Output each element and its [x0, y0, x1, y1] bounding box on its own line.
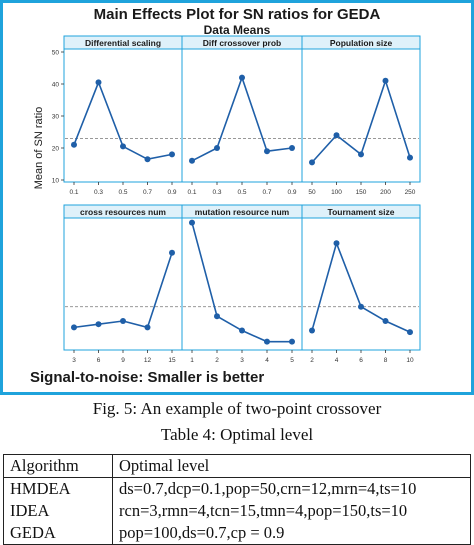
- cell-optimal-level: rcn=3,rmn=4,tcn=15,tmn=4,pop=150,ts=10: [112, 500, 471, 522]
- figure-caption: Fig. 5: An example of two-point crossove…: [92, 399, 382, 418]
- data-point: [333, 240, 340, 247]
- panel-title: Differential scaling: [85, 38, 161, 48]
- optimal-level-table: Algorithm Optimal level HMDEA ds=0.7,dcp…: [3, 454, 471, 545]
- data-point: [120, 143, 126, 150]
- x-tick-label: 250: [405, 189, 416, 196]
- data-point: [358, 303, 364, 310]
- panels-group: Differential scaling 0.1 0.3 0.5 0.7 0.9 Diff …: [52, 35, 421, 364]
- panel-title: mutation resource num: [195, 207, 290, 217]
- data-point: [214, 145, 220, 151]
- cell-algorithm: IDEA: [3, 500, 113, 522]
- footnote: Signal-to-noise: Smaller is better: [30, 369, 264, 386]
- cell-optimal-level: pop=100,ds=0.7,cp = 0.9: [112, 522, 471, 545]
- cell-algorithm: GEDA: [3, 522, 113, 545]
- main-effects-figure: Main Effects Plot for SN ratios for GEDA…: [0, 0, 474, 395]
- data-point: [382, 77, 389, 84]
- x-tick-label: 5: [290, 357, 294, 364]
- panel-frame: [301, 204, 421, 351]
- x-tick-label: 4: [265, 357, 269, 364]
- cell-optimal-level: ds=0.7,dcp=0.1,pop=50,crn=12,mrn=4,ts=10: [112, 477, 471, 500]
- data-point: [358, 151, 364, 158]
- x-tick-label: 3: [72, 357, 76, 364]
- x-tick-label: 2: [310, 357, 314, 364]
- x-tick-label: 0.5: [118, 189, 127, 196]
- x-tick-label: 0.7: [143, 189, 152, 196]
- table-caption: Table 4: Optimal level: [160, 425, 314, 444]
- data-point: [214, 313, 220, 320]
- x-tick-label: 9: [121, 357, 125, 364]
- x-tick-label: 10: [406, 357, 414, 364]
- header-optimal-level: Optimal level: [112, 454, 471, 478]
- panel-frame: [301, 35, 421, 183]
- x-tick-label: 0.1: [187, 189, 196, 196]
- data-point: [289, 338, 295, 345]
- x-tick-label: 6: [97, 357, 101, 364]
- data-point: [169, 151, 175, 158]
- table-row: HMDEA ds=0.7,dcp=0.1,pop=50,crn=12,mrn=4…: [3, 477, 471, 500]
- table-header-row: Algorithm Optimal level: [3, 454, 471, 478]
- y-tick-label: 20: [52, 146, 60, 153]
- panel-title: Population size: [330, 38, 393, 48]
- data-point: [144, 324, 151, 331]
- data-point: [239, 74, 245, 81]
- data-point: [189, 157, 195, 164]
- x-tick-label: 50: [308, 189, 316, 196]
- data-point: [169, 249, 175, 256]
- panel-title: Diff crossover prob: [203, 38, 281, 48]
- table-row: IDEA rcn=3,rmn=4,tcn=15,tmn=4,pop=150,ts…: [3, 500, 471, 522]
- data-point: [309, 327, 315, 334]
- panel-frame: [181, 204, 303, 351]
- chart-title: Main Effects Plot for SN ratios for GEDA: [94, 6, 381, 23]
- data-point: [71, 324, 77, 331]
- data-point: [189, 219, 195, 226]
- chart-subtitle: Data Means: [204, 23, 271, 37]
- data-point: [239, 327, 245, 334]
- x-tick-label: 15: [168, 357, 176, 364]
- y-tick-label: 50: [52, 50, 60, 57]
- panel-frame: [63, 35, 183, 183]
- data-point: [289, 145, 295, 151]
- data-point: [95, 321, 102, 328]
- x-tick-label: 100: [331, 189, 342, 196]
- data-point: [309, 159, 315, 166]
- y-axis-label: Mean of SN ratio: [33, 107, 45, 190]
- data-point: [407, 154, 413, 161]
- panel-header: [301, 204, 421, 219]
- x-tick-label: 6: [359, 357, 363, 364]
- x-tick-label: 12: [144, 357, 152, 364]
- y-tick-label: 30: [52, 114, 60, 121]
- x-tick-label: 4: [335, 357, 339, 364]
- x-tick-label: 0.9: [287, 189, 296, 196]
- cell-algorithm: HMDEA: [3, 477, 113, 500]
- y-tick-label: 40: [52, 82, 60, 89]
- data-point: [264, 148, 270, 155]
- panel-title: cross resources num: [80, 207, 166, 217]
- x-tick-label: 2: [215, 357, 219, 364]
- x-tick-label: 1: [190, 357, 194, 364]
- x-tick-label: 3: [240, 357, 244, 364]
- x-tick-label: 0.7: [262, 189, 271, 196]
- x-tick-label: 0.9: [167, 189, 176, 196]
- x-tick-label: 200: [380, 189, 391, 196]
- x-tick-label: 0.3: [94, 189, 103, 196]
- data-point: [144, 156, 151, 163]
- header-algorithm: Algorithm: [3, 454, 113, 478]
- panel-header: [301, 35, 421, 50]
- panel-frame: [181, 35, 303, 183]
- data-point: [333, 132, 340, 139]
- data-point: [407, 329, 413, 336]
- data-point: [71, 141, 77, 148]
- y-tick-label: 10: [52, 178, 60, 185]
- x-tick-label: 150: [356, 189, 367, 196]
- x-tick-label: 0.3: [212, 189, 221, 196]
- data-point: [120, 318, 126, 325]
- panel-title: Tournament size: [328, 207, 395, 217]
- data-point: [264, 338, 270, 345]
- x-tick-label: 0.5: [237, 189, 246, 196]
- x-tick-label: 0.1: [69, 189, 78, 196]
- data-point: [95, 79, 102, 86]
- table-row: GEDA pop=100,ds=0.7,cp = 0.9: [3, 522, 471, 545]
- x-tick-label: 8: [384, 357, 388, 364]
- data-point: [382, 318, 389, 325]
